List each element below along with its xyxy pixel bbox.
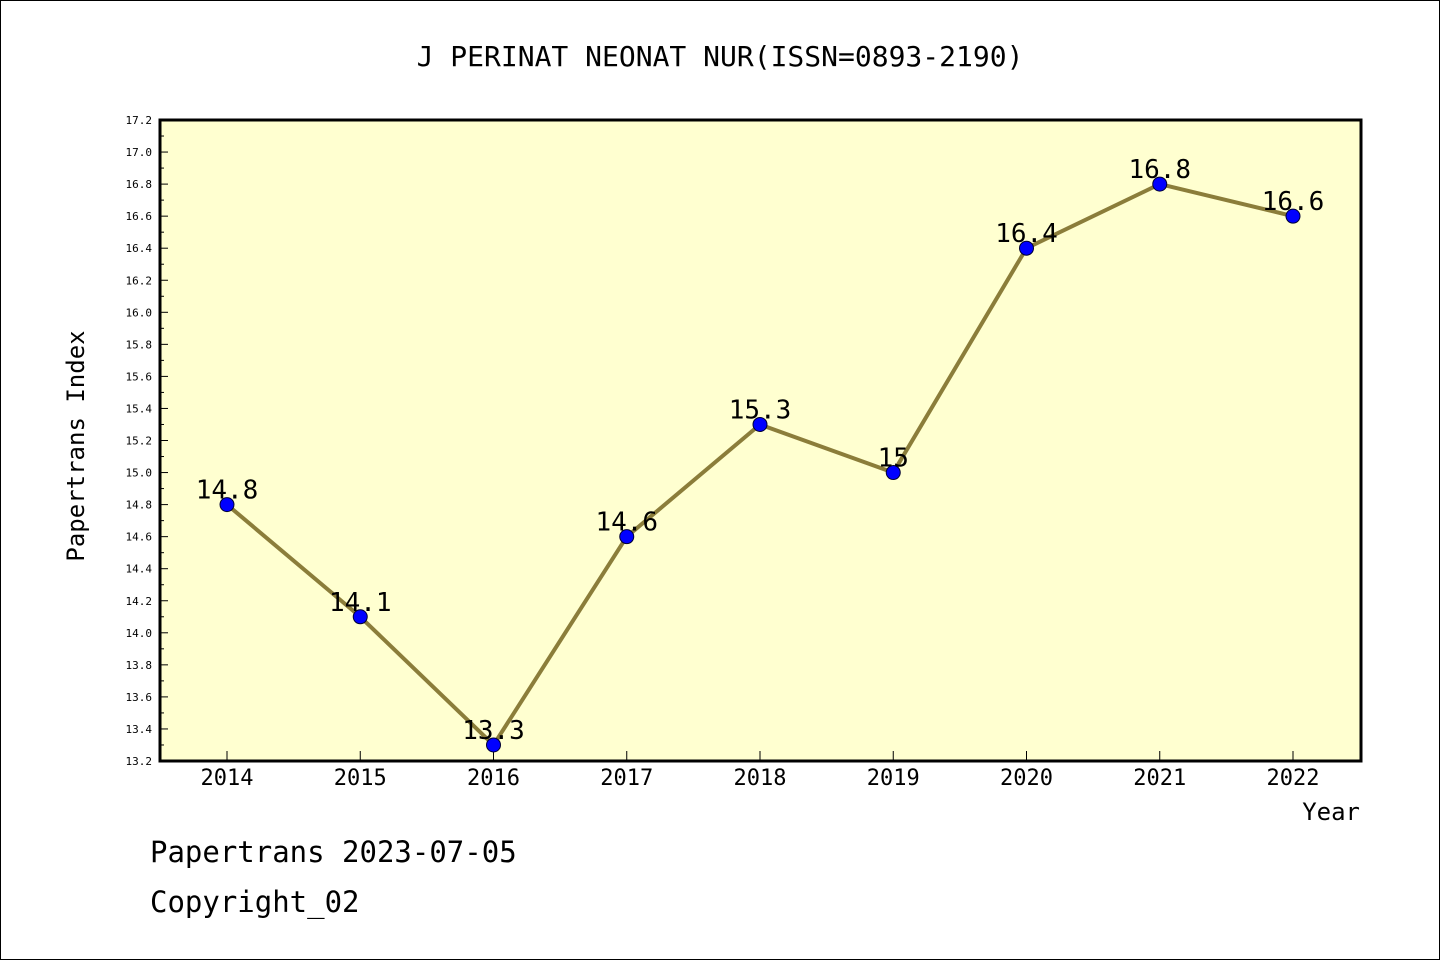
y-tick-label: 13.4	[126, 723, 153, 736]
chart-title: J PERINAT NEONAT NUR(ISSN=0893-2190)	[417, 40, 1024, 73]
data-label: 14.6	[595, 508, 658, 538]
x-tick-label: 2017	[600, 766, 653, 791]
x-axis: 2014 2015 2016 2017 2018 2019 2020 2021 2022	[201, 751, 1320, 791]
data-point	[885, 465, 901, 481]
y-tick-label: 15.6	[126, 370, 153, 383]
plot-area	[158, 118, 1363, 763]
y-tick-label: 13.6	[126, 691, 153, 704]
y-tick-label: 16.0	[126, 306, 153, 319]
y-tick-label: 16.2	[126, 274, 153, 287]
y-tick-label: 15.8	[126, 338, 153, 351]
y-tick-label: 13.8	[126, 659, 153, 672]
x-tick-label: 2014	[201, 766, 254, 791]
data-point	[1152, 176, 1168, 192]
data-label: 16.4	[995, 219, 1058, 249]
y-tick-label: 15.0	[126, 467, 153, 480]
footer-copyright: Copyright_02	[150, 885, 360, 919]
y-tick-label: 14.4	[126, 563, 153, 576]
x-tick-label: 2015	[334, 766, 387, 791]
data-point	[619, 529, 635, 545]
data-point	[1019, 240, 1034, 256]
x-tick-label: 2016	[467, 766, 520, 791]
data-point	[486, 737, 501, 753]
y-tick-label: 17.2	[126, 114, 153, 127]
data-label: 15	[878, 444, 909, 474]
y-tick-label: 14.6	[126, 531, 153, 544]
data-points	[219, 176, 1301, 753]
footer-date: Papertrans 2023-07-05	[150, 835, 517, 869]
y-tick-label: 16.4	[126, 242, 153, 255]
y-axis: 13.2 13.4 13.6 13.8 14.0 14.2 14.4 14.6 14.8 15.0…	[126, 114, 168, 768]
y-tick-label: 15.2	[126, 435, 153, 448]
x-tick-label: 2018	[734, 766, 787, 791]
y-tick-label: 15.4	[126, 402, 153, 415]
y-tick-label: 14.0	[126, 627, 153, 640]
y-tick-label: 14.8	[126, 499, 153, 512]
y-tick-label: 13.2	[126, 755, 153, 768]
x-axis-title: Year	[1302, 798, 1360, 826]
x-tick-label: 2019	[867, 766, 920, 791]
data-label: 15.3	[729, 395, 792, 425]
data-label: 16.8	[1128, 155, 1191, 185]
y-axis-title: Papertrans Index	[62, 330, 90, 561]
x-tick-label: 2021	[1133, 766, 1186, 791]
y-tick-label: 14.2	[126, 595, 153, 608]
y-tick-label: 17.0	[126, 146, 153, 159]
data-labels: 14.8 14.1 13.3 14.6 15.3 15 16.4 16.8 16.6	[196, 155, 1325, 746]
data-point	[352, 609, 368, 625]
data-label: 14.1	[329, 588, 392, 618]
x-tick-label: 2020	[1000, 766, 1053, 791]
data-label: 13.3	[462, 716, 525, 746]
y-tick-label: 16.8	[126, 178, 153, 191]
data-label: 14.8	[196, 476, 259, 506]
data-point	[1285, 208, 1301, 224]
data-label: 16.6	[1262, 187, 1325, 217]
y-tick-label: 16.6	[126, 210, 153, 223]
data-point	[219, 497, 235, 513]
x-tick-label: 2022	[1267, 766, 1320, 791]
data-point	[752, 416, 768, 432]
